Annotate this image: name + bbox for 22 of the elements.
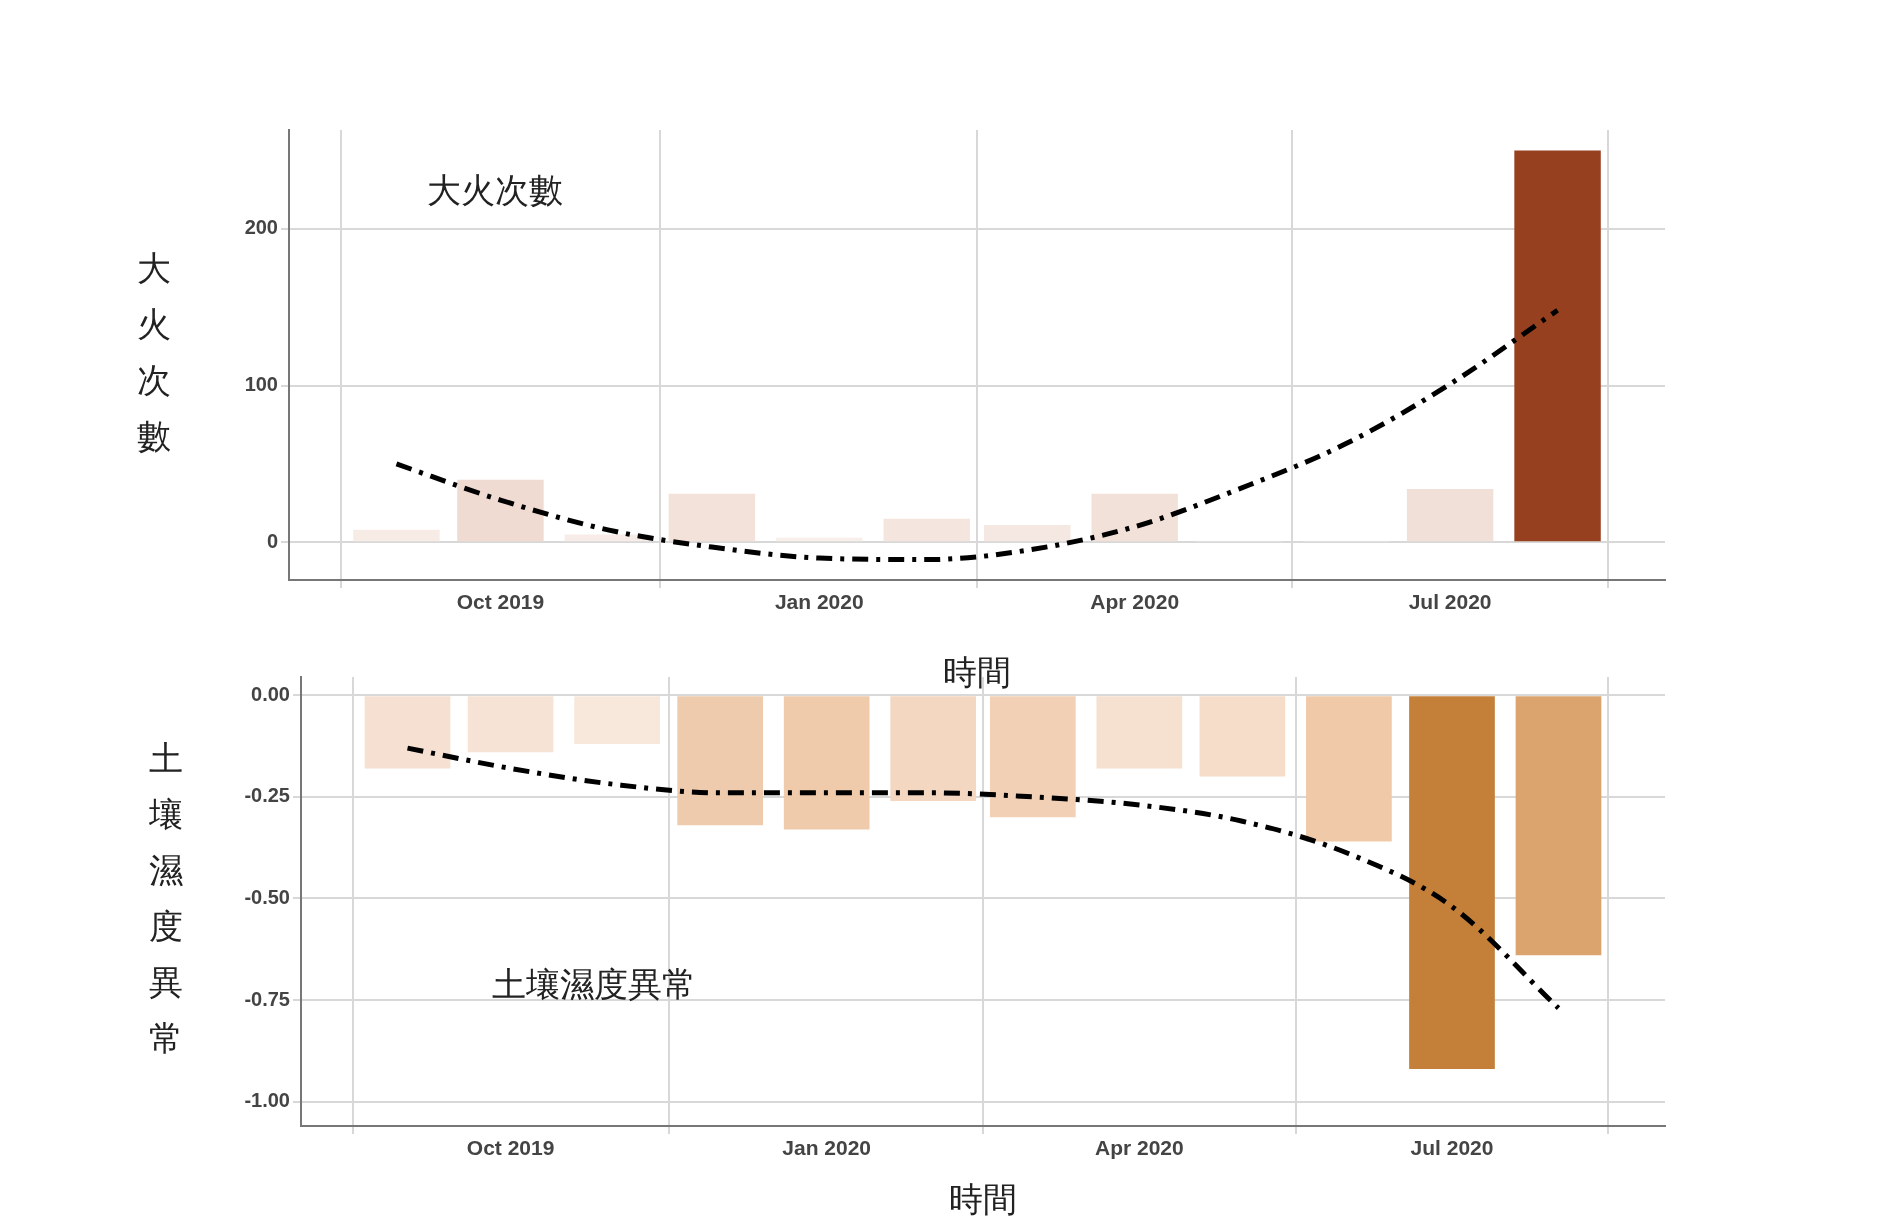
y-tick-label: 0.00 <box>251 682 290 705</box>
text: 大火次數 <box>137 247 171 456</box>
x-tick-label: Oct 2019 <box>466 1136 555 1160</box>
text: 土壤濕度異常 <box>148 738 183 1059</box>
x-tick-label: Jul 2020 <box>1408 590 1492 614</box>
x-tick-label: Oct 2019 <box>456 590 545 614</box>
y-tick-label: 200 <box>244 216 278 239</box>
x-tick-label: Apr 2020 <box>1090 590 1180 614</box>
y-tick-label: 0 <box>266 529 278 552</box>
y-tick-label: -1.00 <box>244 1089 290 1112</box>
x-axis-title: 時間 <box>949 1179 1017 1220</box>
y-tick-label: -0.50 <box>244 885 290 908</box>
x-tick-label: Jan 2020 <box>774 590 864 614</box>
x-axis-title: 時間 <box>943 652 1011 693</box>
x-tick-label: Apr 2020 <box>1094 1136 1184 1160</box>
y-axis-title: 土壤濕度異常 <box>491 963 696 1004</box>
y-tick-label: -0.75 <box>244 987 290 1010</box>
x-tick-label: Jan 2020 <box>782 1136 872 1160</box>
y-tick-label: 100 <box>244 373 278 396</box>
y-tick-label: -0.25 <box>244 784 290 807</box>
x-tick-label: Jul 2020 <box>1410 1136 1494 1160</box>
y-axis-title: 大火次數 <box>426 169 563 210</box>
